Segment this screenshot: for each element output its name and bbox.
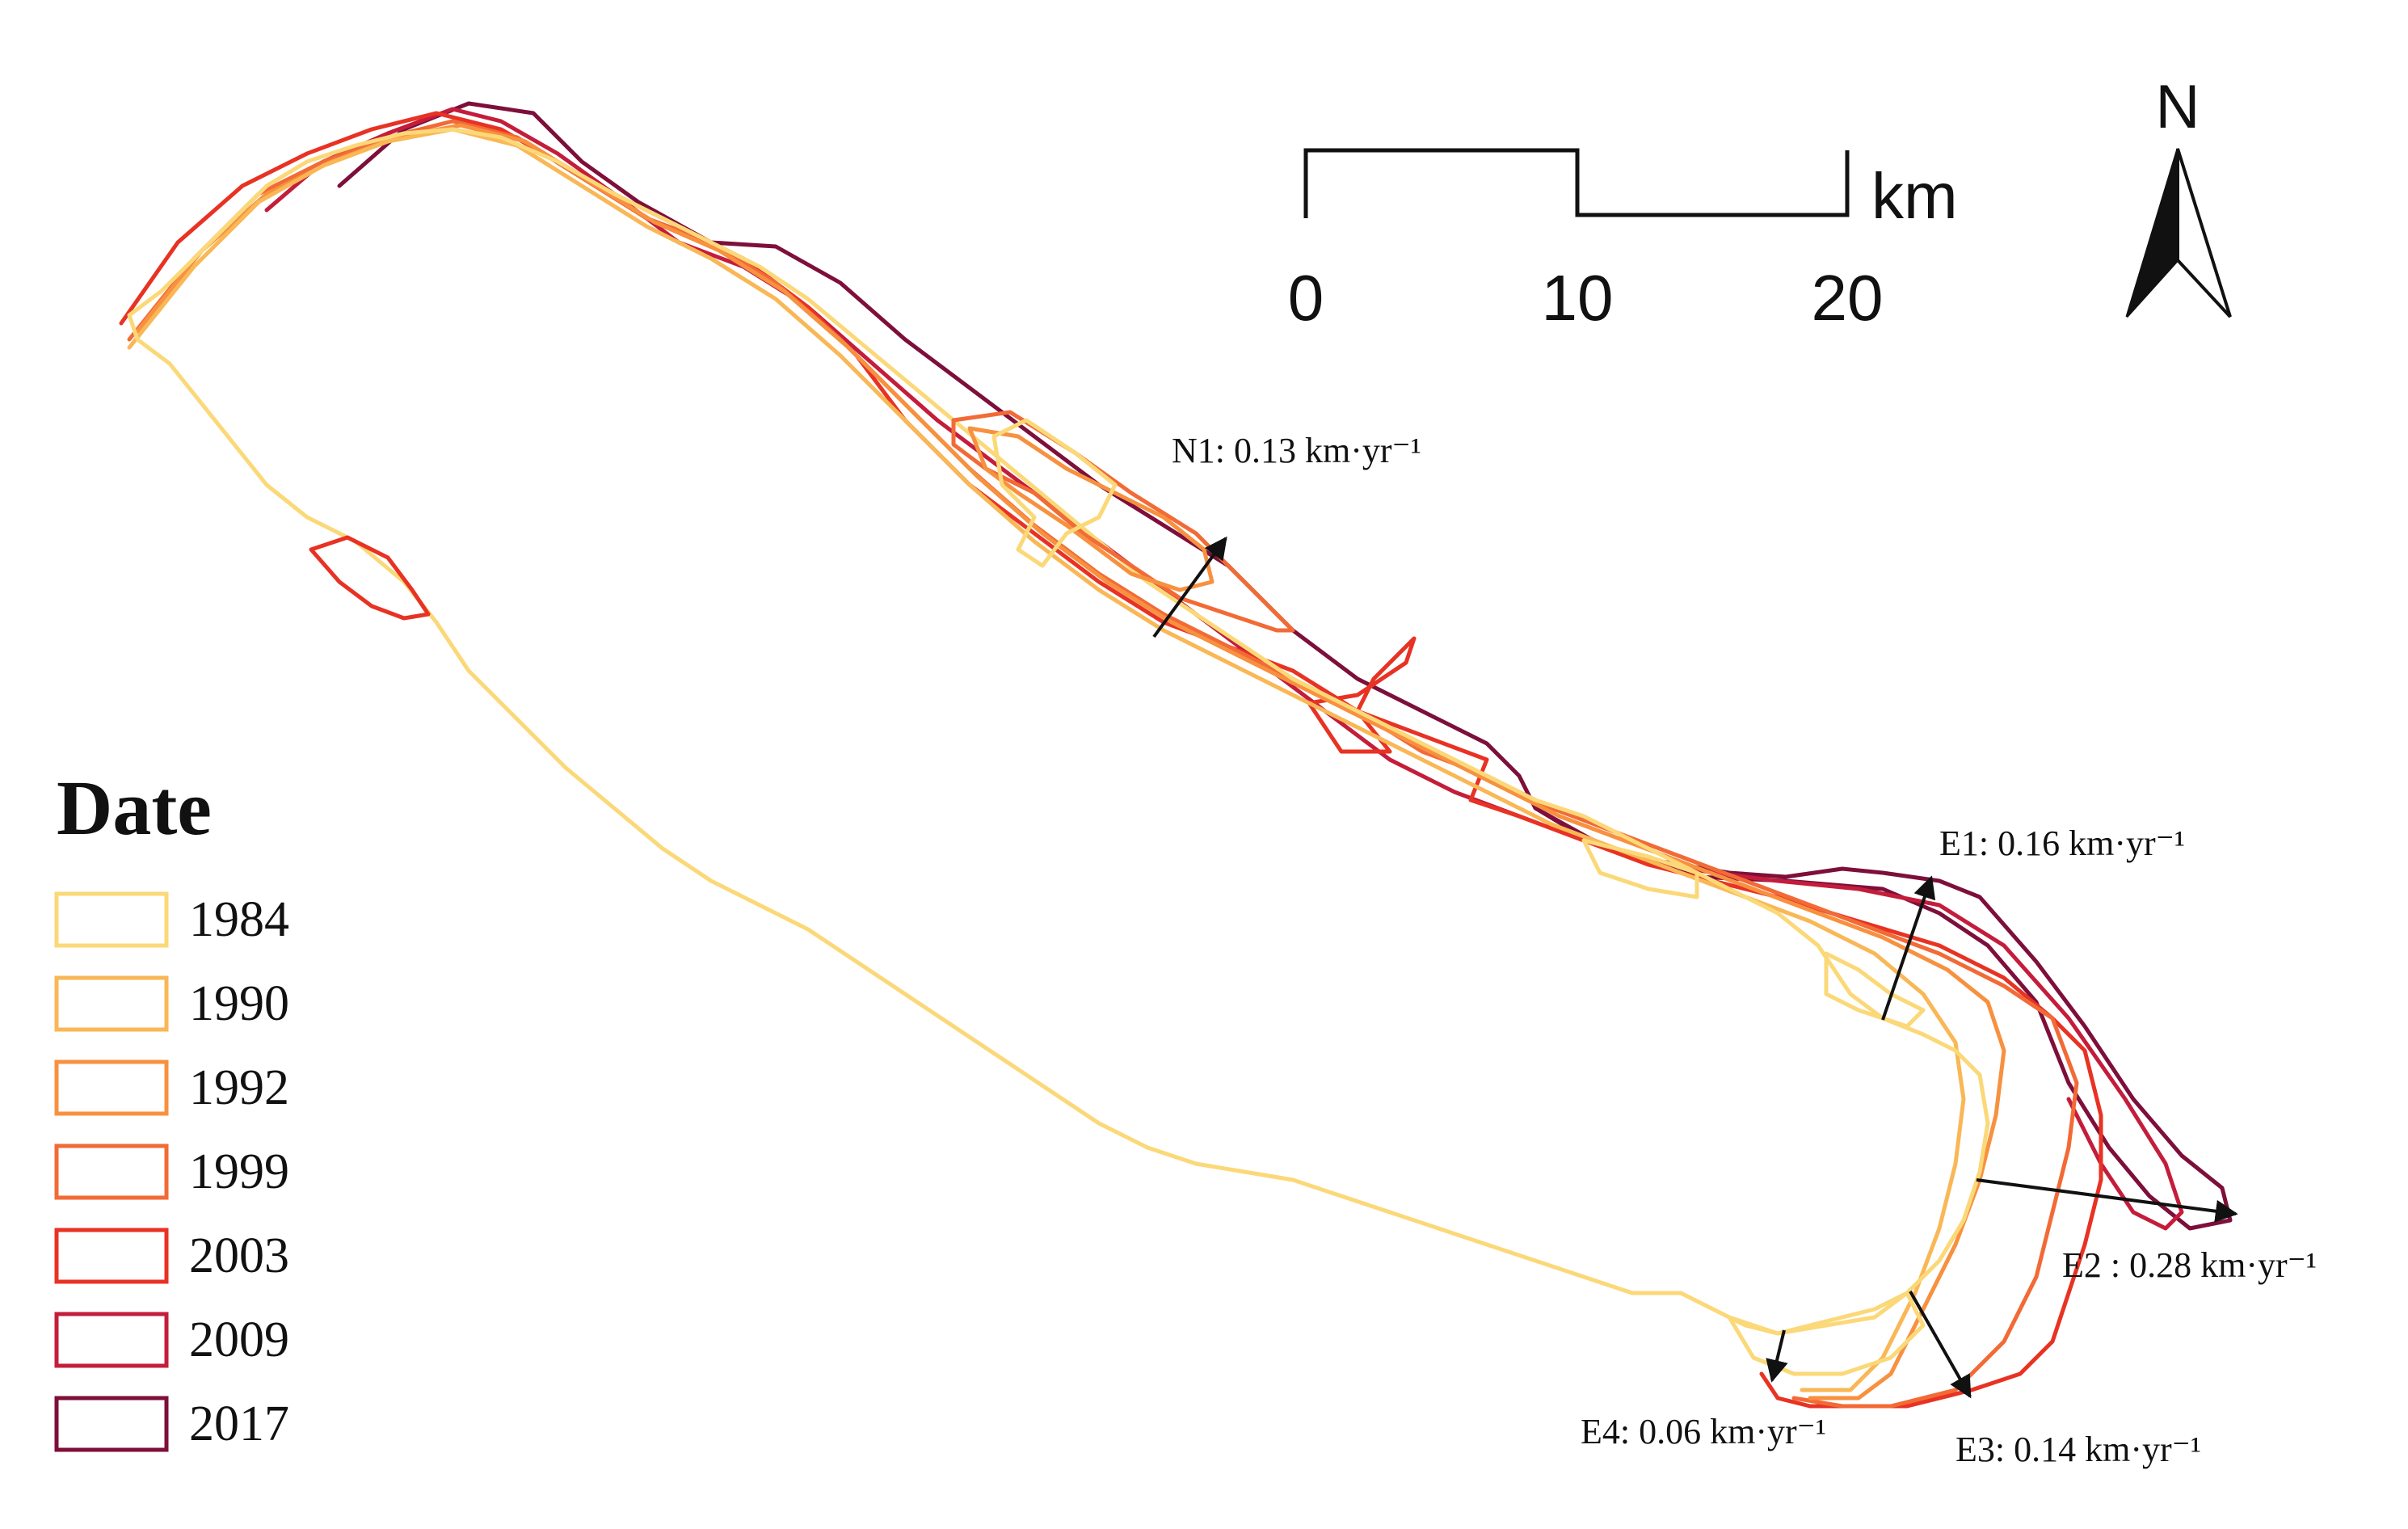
coastline-1984 (127, 127, 1990, 1336)
rate-label-e3: E3: 0.14 km·yr⁻¹ (1955, 1430, 2201, 1469)
west-islet-2003 (309, 535, 431, 621)
legend: Date 1984 1990 1992 1999 2003 2009 2017 (54, 764, 289, 1452)
scale-bar: 0 10 20 km (1288, 148, 1958, 334)
coastlines (119, 101, 2233, 1409)
legend-swatch-2003 (54, 1228, 169, 1284)
legend-label-2003: 2003 (189, 1228, 289, 1283)
scale-label-20: 20 (1812, 262, 1884, 334)
scale-bar-shape (1303, 148, 1850, 218)
legend-label-2009: 2009 (189, 1312, 289, 1367)
east-lobe-1984-b (1824, 951, 1926, 1029)
rate-arrows (1152, 536, 2238, 1399)
rate-label-n1: N1: 0.13 km·yr⁻¹ (1172, 431, 1421, 470)
legend-label-1984: 1984 (189, 892, 289, 947)
legend-label-1999: 1999 (189, 1144, 289, 1199)
arrow-e3 (1909, 1291, 1972, 1399)
legend-title: Date (57, 764, 212, 851)
legend-label-1990: 1990 (189, 976, 289, 1031)
coastline-1999 (127, 119, 2079, 1409)
east-lobe-1984-a (1581, 838, 1699, 899)
north-bay-1992 (967, 426, 1215, 592)
scale-label-10: 10 (1542, 262, 1614, 334)
legend-swatch-1999 (54, 1144, 169, 1200)
north-bay-1999 (951, 410, 1295, 633)
legend-label-2017: 2017 (189, 1396, 289, 1451)
scale-unit: km (1871, 160, 1958, 232)
coastline-1990 (127, 127, 1966, 1392)
legend-label-1992: 1992 (189, 1060, 289, 1115)
coastline-2003 (119, 111, 2103, 1409)
arrow-e2 (1976, 1178, 2238, 1223)
north-label: N (2156, 73, 2200, 141)
arrow-e4 (1766, 1329, 1788, 1383)
arrow-e1 (1881, 875, 1936, 1021)
arrow-n1 (1152, 536, 1227, 638)
rate-label-e2: E2 : 0.28 km·yr⁻¹ (2062, 1245, 2317, 1285)
legend-items: 1984 1990 1992 1999 2003 2009 2017 (54, 891, 289, 1452)
legend-swatch-2017 (54, 1396, 169, 1452)
legend-swatch-1990 (54, 975, 169, 1032)
legend-swatch-1984 (54, 891, 169, 948)
rate-labels: N1: 0.13 km·yr⁻¹ E1: 0.16 km·yr⁻¹ E2 : 0… (1172, 431, 2317, 1469)
coastline-1992 (135, 123, 2006, 1401)
north-arrow: N (2125, 73, 2232, 318)
coastline-2009 (264, 107, 2184, 1231)
legend-swatch-1992 (54, 1059, 169, 1116)
legend-swatch-2009 (54, 1312, 169, 1368)
north-arrow-icon (2125, 148, 2232, 318)
scale-label-0: 0 (1288, 262, 1324, 334)
rate-label-e4: E4: 0.06 km·yr⁻¹ (1581, 1412, 1826, 1451)
rate-label-e1: E1: 0.16 km·yr⁻¹ (1939, 823, 2185, 863)
north-bay-1984 (991, 418, 1118, 568)
